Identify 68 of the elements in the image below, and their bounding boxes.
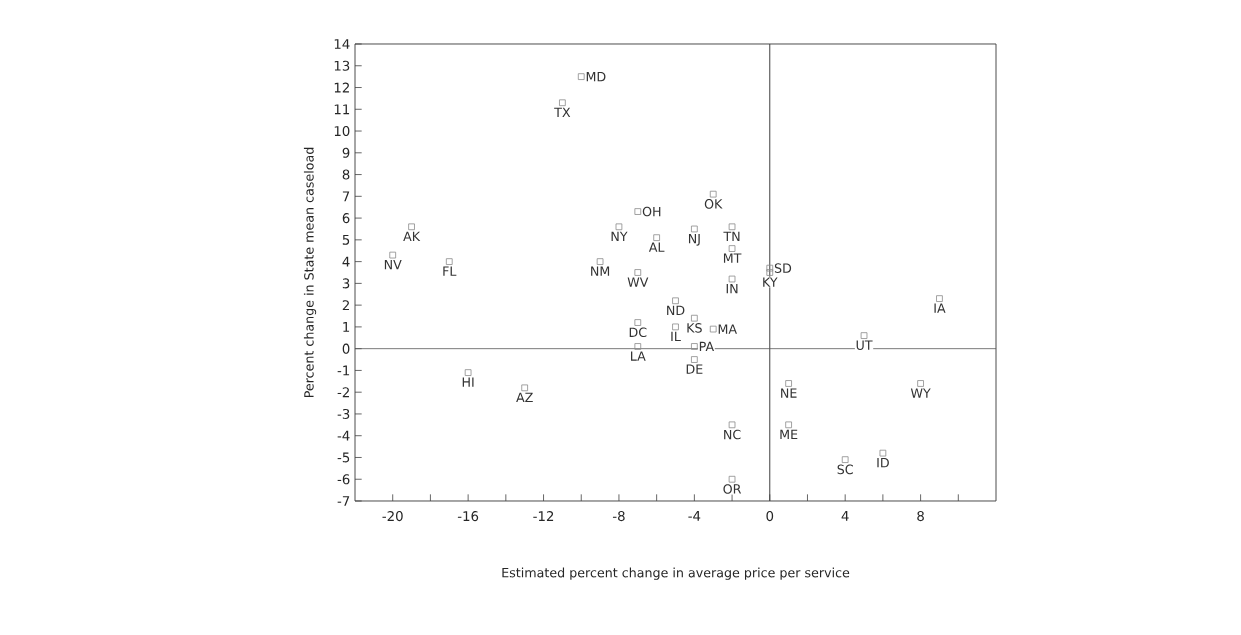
x-axis-title: Estimated percent change in average price per service [502,567,850,580]
y-tick-label: 14 [334,39,350,49]
annotation: FL [443,266,457,276]
y-tick-label: -2 [337,387,349,398]
annotation: OH [642,206,661,217]
x-tick-label: -20 [382,511,403,522]
annotation: SC [837,464,853,475]
x-tick-label: -8 [612,511,625,522]
annotation: DE [686,364,703,374]
x-tick-label: -16 [457,511,479,522]
x-tick-label: 0 [766,511,774,522]
annotation: AL [648,242,665,252]
annotation: WY [910,388,931,398]
y-tick-label: 2 [342,300,349,311]
annotation: AZ [516,392,533,402]
x-tick-label: -12 [533,511,554,521]
annotation: MA [718,324,737,334]
annotation: LA [631,351,646,361]
annotation: OR [723,484,742,494]
annotation: TN [723,231,740,241]
annotation: HI [462,377,474,387]
x-tick-label: 8 [917,511,924,522]
annotation: IA [934,303,946,313]
y-tick-label: 8 [342,169,350,180]
annotation: TX [554,107,571,117]
annotation: NJ [688,233,700,246]
annotation: OK [704,199,723,209]
y-tick-label: 1 [343,322,350,332]
y-tick-label: 3 [342,278,350,289]
annotation: NE [781,388,797,398]
annotation: ND [667,305,685,315]
y-tick-label: 0 [342,343,350,354]
y-tick-label: 12 [334,82,349,93]
y-tick-label: 4 [342,256,350,267]
y-axis-title: Percent change in State mean caseload [303,147,317,398]
annotation: IN [726,283,738,294]
y-tick-label: -5 [337,452,350,463]
annotation: DC [629,327,647,338]
y-tick-label: 10 [334,125,350,137]
y-tick-label: -3 [337,408,350,419]
y-tick-label: 5 [342,234,350,245]
annotation: NY [611,231,628,241]
annotation: WV [627,277,649,287]
y-tick-label: -4 [337,430,350,441]
annotation: KY [763,277,778,287]
y-tick-label: -1 [337,365,350,376]
x-tick-label: 4 [841,511,849,521]
annotation: SD [774,263,792,273]
annotation: NC [724,429,741,440]
y-tick-label: -6 [337,474,350,485]
y-tick-label: 6 [342,213,350,224]
x-tick-label: -4 [688,511,701,521]
y-tick-label: 13 [334,60,350,71]
annotation: NV [384,260,402,270]
annotation: UT [856,340,873,350]
annotation: ID [877,458,889,468]
annotation: ME [780,429,798,439]
annotation: KS [687,323,702,333]
annotation: NM [591,266,610,276]
annotation: AK [403,231,421,241]
y-tick-label: 11 [334,104,350,115]
y-tick-label: 7 [342,191,350,202]
annotation: IL [671,331,681,342]
annotation: MD [586,72,606,82]
annotation: MT [723,253,742,263]
annotation: PA [699,341,715,352]
y-tick-label: 9 [342,147,350,158]
y-tick-label: -7 [337,496,350,506]
